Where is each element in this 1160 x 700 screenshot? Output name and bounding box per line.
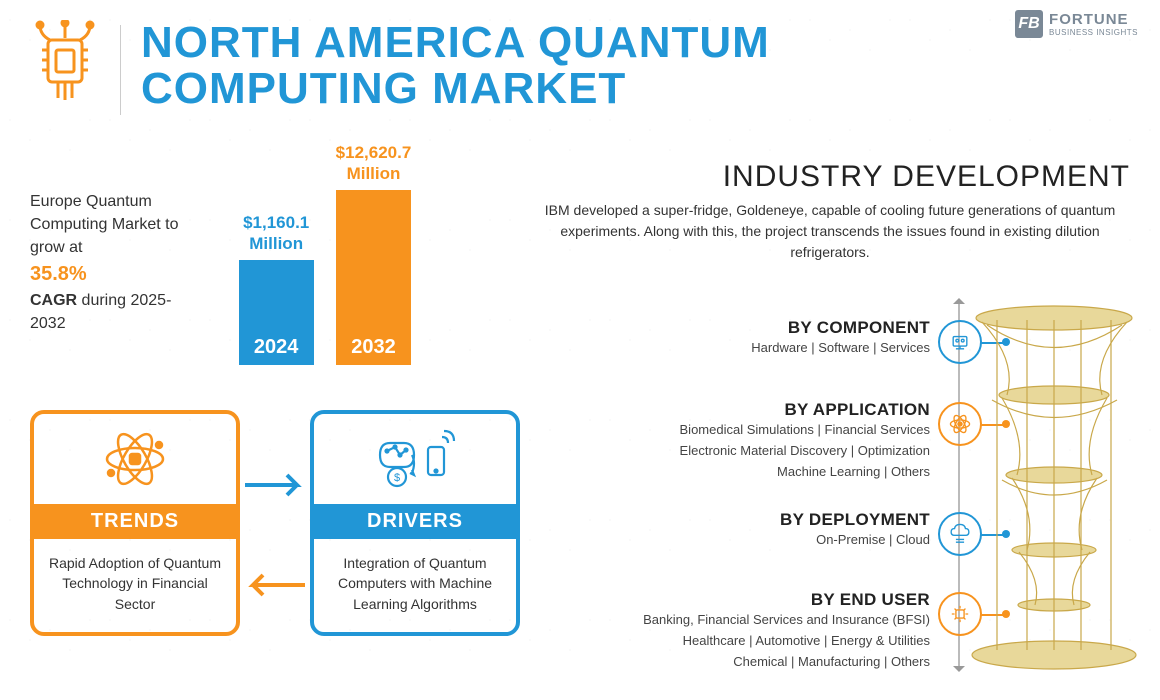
logo-line1: FORTUNE [1049, 11, 1138, 28]
segment-items: Biomedical Simulations | Financial Servi… [500, 420, 930, 482]
bar-2032: $12,620.7Million 2032 [336, 143, 412, 365]
exchange-arrows-icon [243, 465, 307, 605]
segment-items: On-Premise | Cloud [500, 530, 930, 551]
bar-2024: $1,160.1Million 2024 [239, 213, 314, 365]
atom-icon [101, 425, 169, 493]
logo-line2: BUSINESS INSIGHTS [1049, 28, 1138, 37]
segment-by-end-user: BY END USERBanking, Financial Services a… [500, 590, 930, 672]
drivers-text: Integration of Quantum Computers with Ma… [314, 539, 516, 614]
quantum-chip-icon [30, 20, 100, 105]
trends-tag: TRENDS [34, 504, 236, 539]
bar-label: $1,160.1Million [243, 213, 309, 254]
header: NORTH AMERICA QUANTUM COMPUTING MARKET [30, 20, 770, 115]
cagr-callout: Europe Quantum Computing Market to grow … [30, 190, 195, 335]
title-line1: NORTH AMERICA QUANTUM [141, 20, 770, 66]
trends-card: TRENDS Rapid Adoption of Quantum Technol… [30, 410, 240, 636]
bar-year: 2032 [351, 336, 396, 359]
cagr-pct: 35.8% [30, 263, 87, 285]
trends-text: Rapid Adoption of Quantum Technology in … [34, 539, 236, 614]
bar-rect: 2024 [239, 260, 314, 365]
title-line2: COMPUTING MARKET [141, 66, 770, 112]
segment-by-deployment: BY DEPLOYMENTOn-Premise | Cloud [500, 510, 930, 551]
bar-rect: 2032 [336, 190, 411, 365]
segment-title: BY DEPLOYMENT [500, 510, 930, 530]
segment-by-component: BY COMPONENTHardware | Software | Servic… [500, 318, 930, 359]
cagr-label: CAGR [30, 292, 77, 309]
drivers-tag: DRIVERS [314, 504, 516, 539]
cagr-pre: Europe Quantum Computing Market to grow … [30, 193, 179, 256]
bar-label: $12,620.7Million [336, 143, 412, 184]
logo-badge: FB [1015, 10, 1043, 38]
svg-text:$: $ [394, 472, 400, 484]
brand-logo: FB FORTUNE BUSINESS INSIGHTS [1015, 10, 1138, 38]
market-bar-chart: $1,160.1Million 2024$12,620.7Million 203… [215, 155, 435, 365]
segment-title: BY APPLICATION [500, 400, 930, 420]
page-title: NORTH AMERICA QUANTUM COMPUTING MARKET [141, 20, 770, 112]
bar-year: 2024 [254, 336, 299, 359]
industry-body: IBM developed a super-fridge, Goldeneye,… [530, 200, 1130, 263]
quantum-computer-illustration [967, 300, 1142, 670]
drivers-card: $ DRIVERS Integration of Quantum Compute… [310, 410, 520, 636]
segment-by-application: BY APPLICATIONBiomedical Simulations | F… [500, 400, 930, 482]
segment-items: Banking, Financial Services and Insuranc… [500, 610, 930, 672]
header-divider [120, 25, 121, 115]
segment-items: Hardware | Software | Services [500, 338, 930, 359]
segment-title: BY COMPONENT [500, 318, 930, 338]
ml-integration-icon: $ [370, 425, 460, 493]
segment-title: BY END USER [500, 590, 930, 610]
industry-development: INDUSTRY DEVELOPMENT IBM developed a sup… [530, 160, 1130, 263]
industry-title: INDUSTRY DEVELOPMENT [530, 160, 1130, 194]
